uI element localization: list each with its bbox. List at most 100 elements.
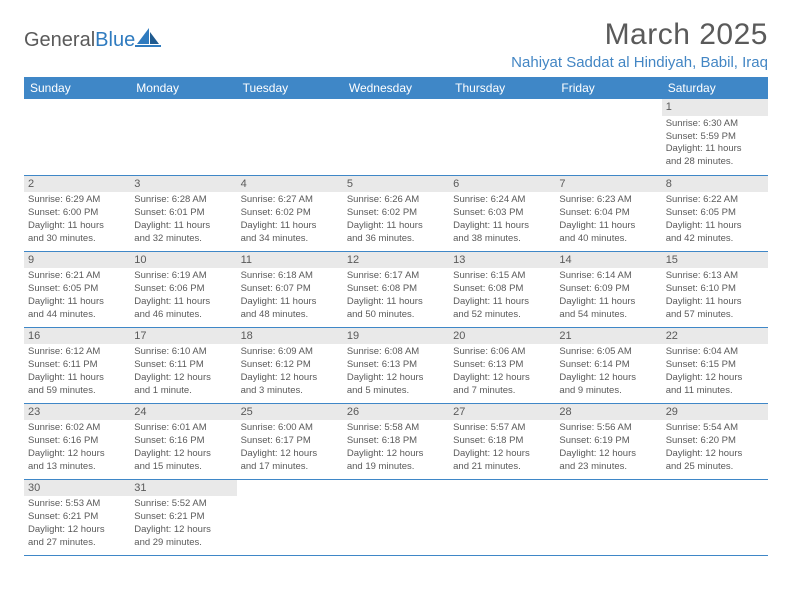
daylight-text-1: Daylight: 11 hours — [559, 296, 657, 309]
daylight-text-1: Daylight: 12 hours — [453, 448, 551, 461]
daylight-text-2: and 44 minutes. — [28, 309, 126, 322]
daylight-text-2: and 40 minutes. — [559, 233, 657, 246]
daylight-text-2: and 7 minutes. — [453, 385, 551, 398]
title-block: March 2025 Nahiyat Saddat al Hindiyah, B… — [511, 18, 768, 71]
sunrise-text: Sunrise: 6:09 AM — [241, 346, 339, 359]
brand-text: GeneralBlue — [24, 29, 135, 52]
daylight-text-1: Daylight: 12 hours — [666, 448, 764, 461]
daylight-text-2: and 48 minutes. — [241, 309, 339, 322]
brand-part2: Blue — [95, 29, 135, 51]
sunrise-text: Sunrise: 6:00 AM — [241, 422, 339, 435]
daylight-text-2: and 54 minutes. — [559, 309, 657, 322]
sunset-text: Sunset: 6:09 PM — [559, 283, 657, 296]
calendar-day-cell: 5Sunrise: 6:26 AMSunset: 6:02 PMDaylight… — [343, 175, 449, 251]
day-number: 29 — [662, 404, 768, 421]
sunrise-text: Sunrise: 6:12 AM — [28, 346, 126, 359]
daylight-text-1: Daylight: 12 hours — [453, 372, 551, 385]
day-number: 5 — [343, 176, 449, 193]
daylight-text-1: Daylight: 12 hours — [347, 372, 445, 385]
sunrise-text: Sunrise: 6:30 AM — [666, 118, 764, 131]
daylight-text-1: Daylight: 12 hours — [134, 524, 232, 537]
daylight-text-2: and 3 minutes. — [241, 385, 339, 398]
day-number: 1 — [662, 99, 768, 116]
calendar-day-cell: 9Sunrise: 6:21 AMSunset: 6:05 PMDaylight… — [24, 251, 130, 327]
daylight-text-2: and 27 minutes. — [28, 537, 126, 550]
daylight-text-1: Daylight: 11 hours — [28, 372, 126, 385]
sunset-text: Sunset: 6:02 PM — [241, 207, 339, 220]
calendar-day-cell: 3Sunrise: 6:28 AMSunset: 6:01 PMDaylight… — [130, 175, 236, 251]
calendar-day-cell — [24, 99, 130, 175]
calendar-day-cell: 29Sunrise: 5:54 AMSunset: 6:20 PMDayligh… — [662, 403, 768, 479]
daylight-text-2: and 15 minutes. — [134, 461, 232, 474]
daylight-text-2: and 5 minutes. — [347, 385, 445, 398]
calendar-week-row: 1Sunrise: 6:30 AMSunset: 5:59 PMDaylight… — [24, 99, 768, 175]
sunrise-text: Sunrise: 5:58 AM — [347, 422, 445, 435]
daylight-text-1: Daylight: 11 hours — [666, 296, 764, 309]
calendar-day-cell: 16Sunrise: 6:12 AMSunset: 6:11 PMDayligh… — [24, 327, 130, 403]
day-number: 19 — [343, 328, 449, 345]
daylight-text-2: and 34 minutes. — [241, 233, 339, 246]
calendar-day-cell: 12Sunrise: 6:17 AMSunset: 6:08 PMDayligh… — [343, 251, 449, 327]
calendar-day-cell: 6Sunrise: 6:24 AMSunset: 6:03 PMDaylight… — [449, 175, 555, 251]
daylight-text-1: Daylight: 11 hours — [134, 296, 232, 309]
day-number: 9 — [24, 252, 130, 269]
calendar-day-cell: 30Sunrise: 5:53 AMSunset: 6:21 PMDayligh… — [24, 479, 130, 555]
calendar-week-row: 2Sunrise: 6:29 AMSunset: 6:00 PMDaylight… — [24, 175, 768, 251]
sunset-text: Sunset: 6:03 PM — [453, 207, 551, 220]
day-number: 24 — [130, 404, 236, 421]
sunrise-text: Sunrise: 5:52 AM — [134, 498, 232, 511]
day-number: 12 — [343, 252, 449, 269]
daylight-text-2: and 13 minutes. — [28, 461, 126, 474]
daylight-text-2: and 21 minutes. — [453, 461, 551, 474]
calendar-header-row: SundayMondayTuesdayWednesdayThursdayFrid… — [24, 77, 768, 99]
day-number: 14 — [555, 252, 661, 269]
daylight-text-1: Daylight: 11 hours — [453, 296, 551, 309]
sunrise-text: Sunrise: 5:53 AM — [28, 498, 126, 511]
calendar-day-cell: 10Sunrise: 6:19 AMSunset: 6:06 PMDayligh… — [130, 251, 236, 327]
sunrise-text: Sunrise: 6:05 AM — [559, 346, 657, 359]
sunset-text: Sunset: 6:04 PM — [559, 207, 657, 220]
calendar-day-cell: 21Sunrise: 6:05 AMSunset: 6:14 PMDayligh… — [555, 327, 661, 403]
weekday-header: Sunday — [24, 77, 130, 99]
sunrise-text: Sunrise: 5:57 AM — [453, 422, 551, 435]
daylight-text-2: and 29 minutes. — [134, 537, 232, 550]
sunset-text: Sunset: 6:13 PM — [453, 359, 551, 372]
calendar-day-cell — [343, 99, 449, 175]
sunrise-text: Sunrise: 6:15 AM — [453, 270, 551, 283]
sunset-text: Sunset: 6:15 PM — [666, 359, 764, 372]
daylight-text-2: and 59 minutes. — [28, 385, 126, 398]
day-number: 13 — [449, 252, 555, 269]
daylight-text-1: Daylight: 11 hours — [559, 220, 657, 233]
calendar-day-cell: 14Sunrise: 6:14 AMSunset: 6:09 PMDayligh… — [555, 251, 661, 327]
day-number: 30 — [24, 480, 130, 497]
sunset-text: Sunset: 6:07 PM — [241, 283, 339, 296]
daylight-text-2: and 50 minutes. — [347, 309, 445, 322]
brand-logo: GeneralBlue — [24, 26, 161, 54]
sunset-text: Sunset: 6:11 PM — [28, 359, 126, 372]
calendar-day-cell — [237, 99, 343, 175]
sunrise-text: Sunrise: 5:54 AM — [666, 422, 764, 435]
daylight-text-1: Daylight: 11 hours — [241, 296, 339, 309]
daylight-text-2: and 19 minutes. — [347, 461, 445, 474]
day-number: 4 — [237, 176, 343, 193]
daylight-text-1: Daylight: 12 hours — [347, 448, 445, 461]
sunset-text: Sunset: 6:14 PM — [559, 359, 657, 372]
sunset-text: Sunset: 6:21 PM — [28, 511, 126, 524]
sunrise-text: Sunrise: 6:08 AM — [347, 346, 445, 359]
sunset-text: Sunset: 6:02 PM — [347, 207, 445, 220]
calendar-day-cell: 7Sunrise: 6:23 AMSunset: 6:04 PMDaylight… — [555, 175, 661, 251]
location-subtitle: Nahiyat Saddat al Hindiyah, Babil, Iraq — [511, 54, 768, 71]
sunset-text: Sunset: 6:18 PM — [453, 435, 551, 448]
day-number: 7 — [555, 176, 661, 193]
sunrise-text: Sunrise: 6:29 AM — [28, 194, 126, 207]
daylight-text-2: and 52 minutes. — [453, 309, 551, 322]
daylight-text-1: Daylight: 11 hours — [666, 220, 764, 233]
daylight-text-2: and 46 minutes. — [134, 309, 232, 322]
daylight-text-1: Daylight: 11 hours — [347, 296, 445, 309]
sunrise-text: Sunrise: 6:06 AM — [453, 346, 551, 359]
day-number: 15 — [662, 252, 768, 269]
calendar-table: SundayMondayTuesdayWednesdayThursdayFrid… — [24, 77, 768, 556]
calendar-day-cell: 31Sunrise: 5:52 AMSunset: 6:21 PMDayligh… — [130, 479, 236, 555]
month-title: March 2025 — [511, 18, 768, 52]
day-number: 6 — [449, 176, 555, 193]
